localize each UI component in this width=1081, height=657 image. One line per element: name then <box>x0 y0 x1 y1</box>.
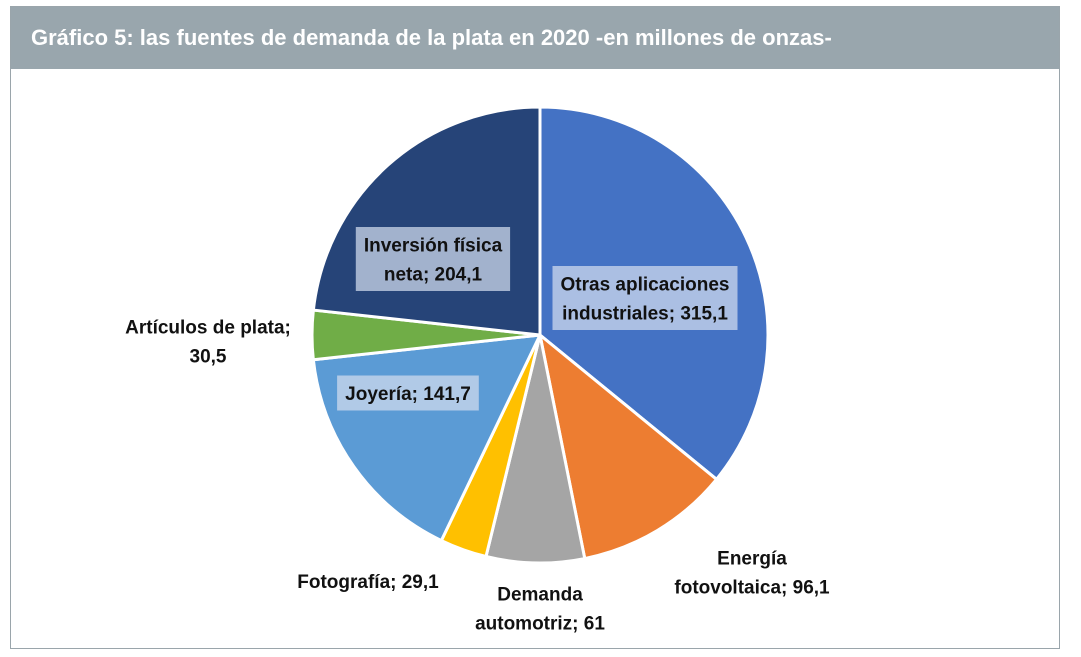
pie-slices <box>310 105 770 565</box>
data-label: Artículos de plata; 30,5 <box>125 318 291 368</box>
data-label-line: Energía <box>717 549 787 570</box>
data-label-line: fotovoltaica; 96,1 <box>674 578 830 599</box>
data-label-line: automotriz; 61 <box>475 614 605 635</box>
data-label: Inversión física neta; 204,1 <box>355 227 511 291</box>
data-label: Demanda automotriz; 61 <box>475 585 605 635</box>
data-label-line: industriales; 315,1 <box>562 304 728 325</box>
data-label-box <box>337 375 479 411</box>
data-label-box <box>552 266 738 330</box>
data-label: Fotografía; 29,1 <box>297 572 439 593</box>
data-label-line: Inversión física <box>364 236 503 257</box>
data-label-line: Fotografía; 29,1 <box>297 572 439 593</box>
data-label: Otras aplicaciones industriales; 315,1 <box>552 266 738 330</box>
data-label-line: Artículos de plata; <box>125 318 291 339</box>
data-label-line: neta; 204,1 <box>384 265 483 286</box>
data-label-line: Joyería; 141,7 <box>345 384 471 405</box>
data-label-box <box>355 227 511 291</box>
pie-slice <box>538 333 719 561</box>
pie-slice <box>311 105 542 337</box>
data-label-line: Demanda <box>497 585 583 606</box>
data-label-line: Otras aplicaciones <box>561 275 730 296</box>
data-labels: Otras aplicaciones industriales; 315,1 Ene… <box>125 227 830 635</box>
data-label-line: 30,5 <box>190 347 227 368</box>
data-label: Energía fotovoltaica; 96,1 <box>674 549 830 599</box>
chart-title: Gráfico 5: las fuentes de demanda de la … <box>11 7 1059 69</box>
data-label: Joyería; 141,7 <box>337 375 479 411</box>
